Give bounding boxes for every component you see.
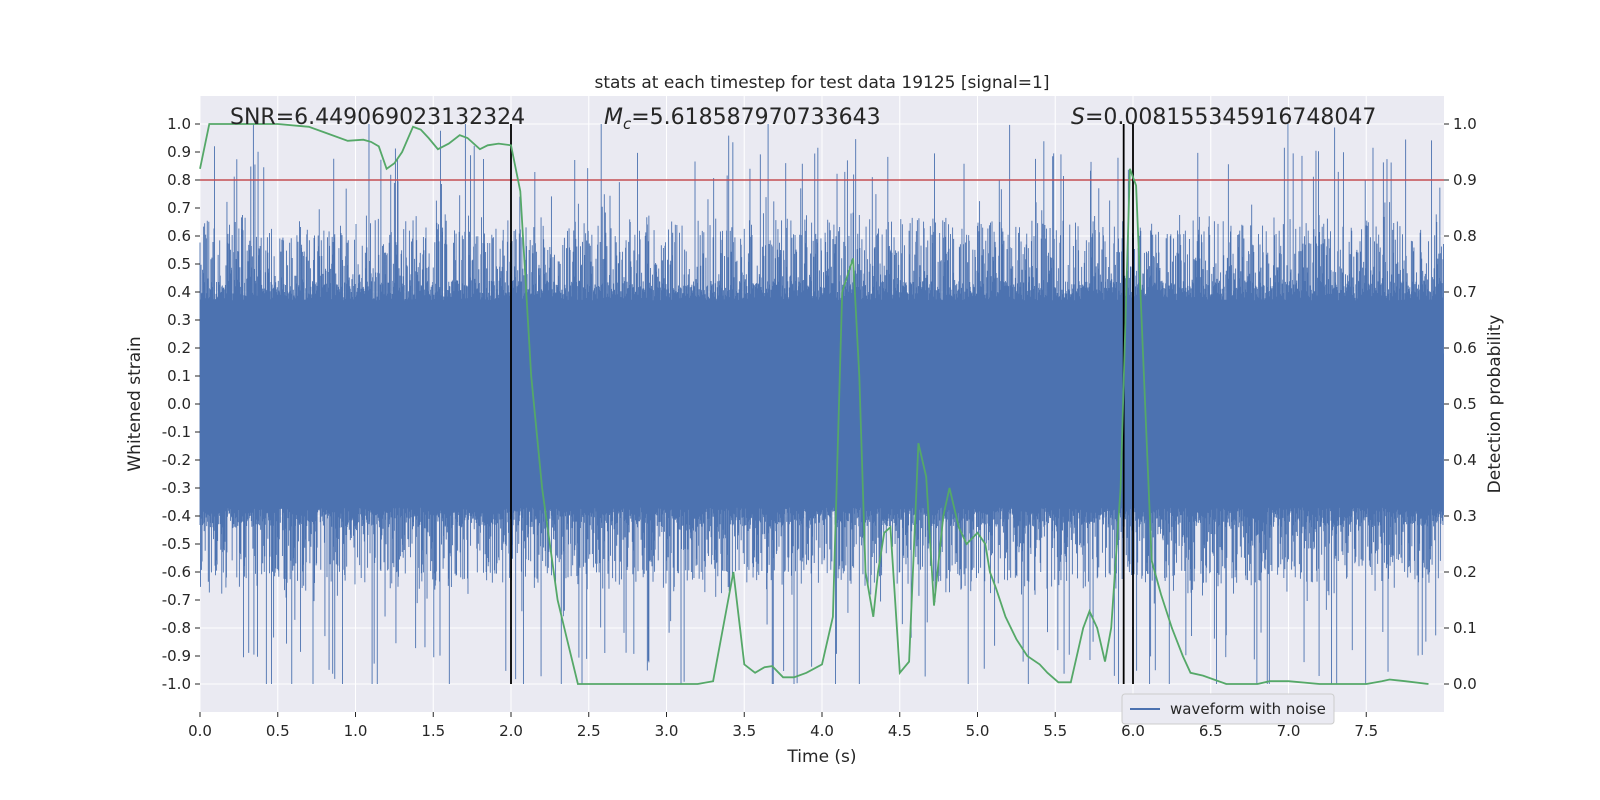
s-annotation: S=0.008155345916748047 — [1071, 105, 1376, 130]
x-tick-label: 1.0 — [344, 722, 368, 740]
x-tick-label: 7.0 — [1277, 722, 1301, 740]
waveform-series — [199, 124, 1444, 684]
x-tick-label: 2.0 — [499, 722, 523, 740]
mc-subscript: c — [623, 115, 632, 133]
mc-value: =5.618587970733643 — [631, 105, 880, 130]
x-axis-label: Time (s) — [786, 747, 856, 767]
y-axis-label: Whitened strain — [125, 336, 145, 471]
y-tick-label: 0.3 — [167, 311, 191, 329]
s-value: =0.008155345916748047 — [1085, 105, 1376, 130]
y2-tick-label: 0.9 — [1453, 171, 1477, 189]
x-tick-label: 6.5 — [1199, 722, 1223, 740]
y2-tick-label: 0.0 — [1453, 675, 1477, 693]
y-tick-label: 0.1 — [167, 367, 191, 385]
waveform-core — [200, 353, 1444, 455]
y2-axis-label: Detection probability — [1485, 315, 1505, 494]
y-tick-label: -0.4 — [162, 507, 191, 525]
y2-tick-label: 0.6 — [1453, 339, 1477, 357]
y-tick-label: -0.8 — [162, 619, 191, 637]
y-tick-label: 0.6 — [167, 227, 191, 245]
y-tick-label: -0.7 — [162, 591, 191, 609]
axis-ticks: 0.0 0.5 1.0 1.5 2.0 2.5 3.0 3.5 4.0 4.5 5.0 5.5 6.0 6… — [162, 115, 1477, 740]
chart-title: stats at each timestep for test data 191… — [595, 73, 1050, 93]
y2-tick-label: 0.5 — [1453, 395, 1477, 413]
y-tick-label: 0.2 — [167, 339, 191, 357]
x-tick-label: 7.5 — [1354, 722, 1378, 740]
y-tick-label: 0.0 — [167, 395, 191, 413]
y-tick-label: 0.7 — [167, 199, 191, 217]
legend-label: waveform with noise — [1170, 700, 1326, 718]
y-tick-label: -0.9 — [162, 647, 191, 665]
mc-annotation: Mc=5.618587970733643 — [604, 105, 881, 133]
y2-tick-label: 0.3 — [1453, 507, 1477, 525]
probability-series — [199, 123, 1429, 685]
y-tick-label: -1.0 — [162, 675, 191, 693]
y2-tick-label: 0.4 — [1453, 451, 1477, 469]
x-tick-label: 1.5 — [421, 722, 445, 740]
y-tick-label: -0.2 — [162, 451, 191, 469]
probability-line — [199, 123, 1429, 685]
y2-tick-label: 0.8 — [1453, 227, 1477, 245]
y2-tick-label: 1.0 — [1453, 115, 1477, 133]
x-tick-label: 5.0 — [966, 722, 990, 740]
x-tick-label: 4.0 — [810, 722, 834, 740]
y-tick-label: -0.6 — [162, 563, 191, 581]
x-tick-label: 0.0 — [188, 722, 212, 740]
s-symbol: S — [1071, 105, 1085, 130]
snr-annotation: SNR=6.449069023132324 — [230, 105, 525, 130]
x-tick-label: 3.5 — [732, 722, 756, 740]
y-tick-label: 0.5 — [167, 255, 191, 273]
y2-tick-label: 0.2 — [1453, 563, 1477, 581]
y-tick-label: 0.9 — [167, 143, 191, 161]
mc-symbol: M — [604, 105, 623, 130]
y2-tick-label: 0.1 — [1453, 619, 1477, 637]
y-tick-label: 1.0 — [167, 115, 191, 133]
x-tick-label: 2.5 — [577, 722, 601, 740]
y-tick-label: 0.4 — [167, 283, 191, 301]
y-tick-label: 0.8 — [167, 171, 191, 189]
y-tick-label: -0.1 — [162, 423, 191, 441]
x-tick-label: 3.0 — [655, 722, 679, 740]
x-tick-label: 5.5 — [1043, 722, 1067, 740]
legend: waveform with noise — [1121, 693, 1335, 725]
y-tick-label: -0.3 — [162, 479, 191, 497]
x-tick-label: 6.0 — [1121, 722, 1145, 740]
y-tick-label: -0.5 — [162, 535, 191, 553]
legend-box — [1121, 693, 1335, 725]
y2-tick-label: 0.7 — [1453, 283, 1477, 301]
x-tick-label: 4.5 — [888, 722, 912, 740]
x-tick-label: 0.5 — [266, 722, 290, 740]
